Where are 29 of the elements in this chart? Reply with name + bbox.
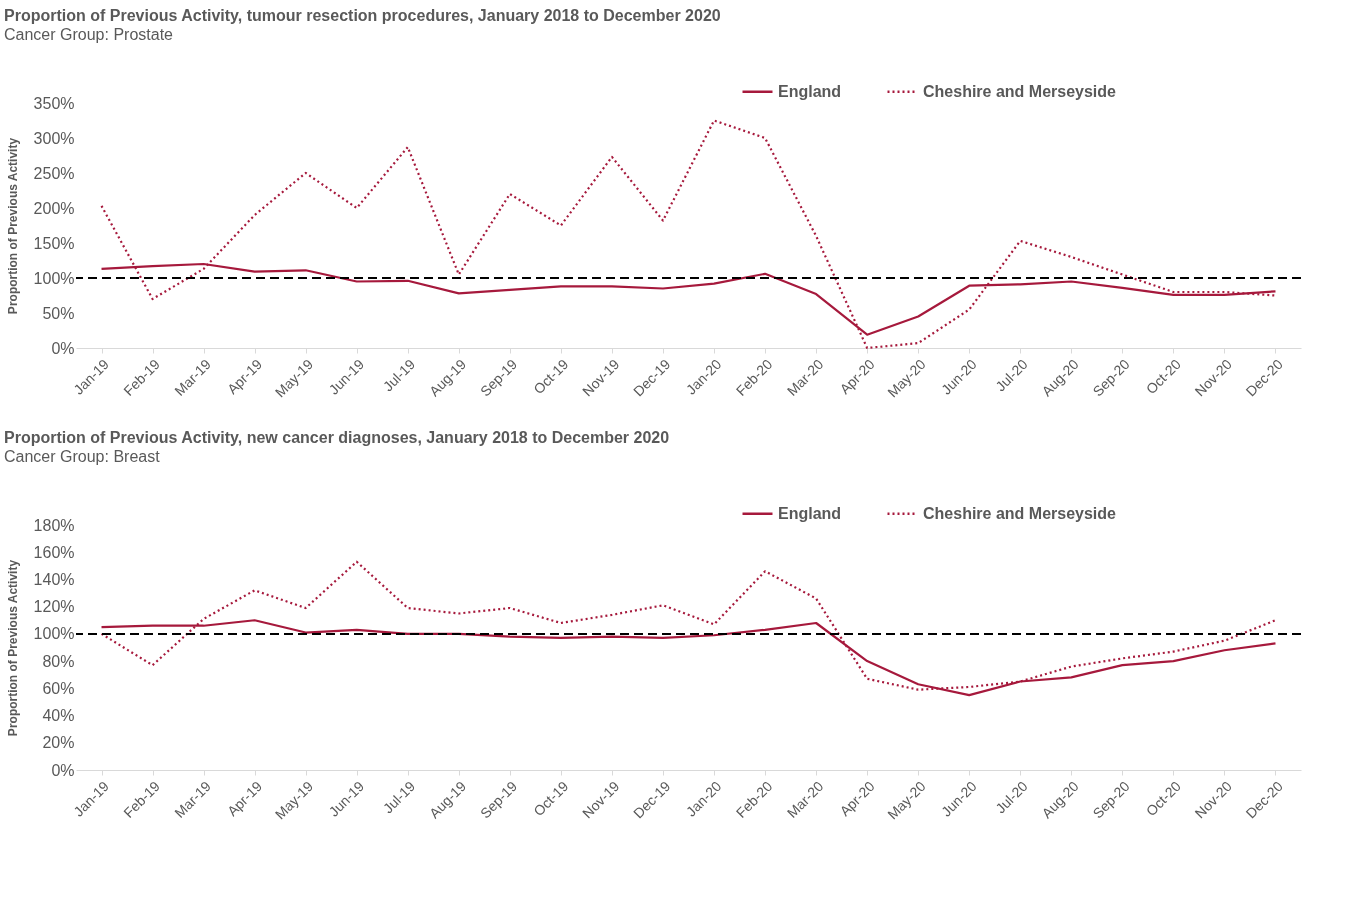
y-axis-title: Proportion of Previous Activity	[5, 559, 20, 737]
legend-label: England	[778, 504, 842, 522]
y-tick-label: 120%	[33, 598, 75, 616]
y-tick-label: 250%	[33, 164, 75, 182]
y-tick-label: 200%	[33, 199, 75, 217]
y-tick-label: 140%	[33, 570, 75, 588]
y-axis-title: Proportion of Previous Activity	[5, 137, 20, 315]
chart-subtitle: Cancer Group: Prostate	[4, 26, 174, 43]
y-tick-label: 0%	[51, 339, 75, 357]
y-tick-label: 50%	[42, 304, 75, 322]
y-tick-label: 20%	[42, 734, 75, 752]
legend-label: Cheshire and Merseyside	[923, 82, 1117, 100]
y-tick-label: 100%	[33, 269, 75, 287]
y-tick-label: 80%	[42, 652, 75, 670]
y-tick-label: 350%	[33, 94, 75, 112]
y-tick-label: 300%	[33, 129, 75, 147]
y-tick-label: 40%	[42, 707, 75, 725]
legend-label: Cheshire and Merseyside	[923, 504, 1117, 522]
chart-title: Proportion of Previous Activity, new cancer diagnoses, January 2018 to December 2020	[4, 429, 670, 446]
chart-title: Proportion of Previous Activity, tumour resection procedures, January 2018 to December 2020	[4, 7, 721, 24]
y-tick-label: 160%	[33, 543, 75, 561]
chart-subtitle: Cancer Group: Breast	[4, 448, 161, 465]
line-series	[100, 119, 1277, 350]
y-tick-label: 150%	[33, 234, 75, 252]
legend-label: England	[778, 82, 842, 100]
y-tick-label: 180%	[33, 516, 75, 534]
y-tick-label: 100%	[33, 625, 75, 643]
y-tick-label: 0%	[51, 761, 75, 779]
y-tick-label: 60%	[42, 679, 75, 697]
